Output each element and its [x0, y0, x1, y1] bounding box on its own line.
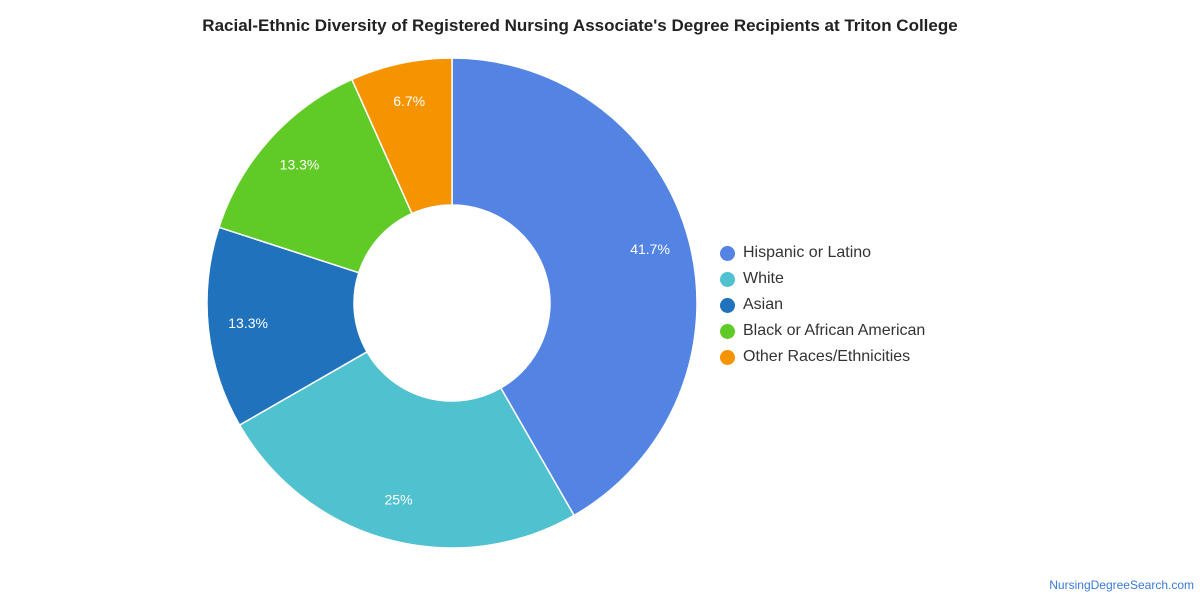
pie-slice-asian[interactable]	[206, 226, 369, 427]
legend-item-black-or-african-american[interactable]: Black or African American	[720, 318, 925, 344]
legend-swatch	[720, 271, 735, 287]
source-credit[interactable]: NursingDegreeSearch.com	[1049, 578, 1194, 592]
legend-swatch	[720, 349, 735, 365]
legend-label: Black or African American	[743, 322, 926, 339]
legend-item-other-races-ethnicities[interactable]: Other Races/Ethnicities	[720, 344, 925, 370]
pie-slice-hispanic-or-latino[interactable]	[451, 57, 698, 517]
legend-label: Asian	[743, 296, 784, 313]
legend-item-hispanic-or-latino[interactable]: Hispanic or Latino	[720, 240, 925, 266]
slice-data-label: 13.3%	[228, 315, 268, 331]
legend-label: Other Races/Ethnicities	[743, 348, 911, 365]
slice-data-label: 25%	[385, 492, 413, 508]
pie-slice-black-or-african-american[interactable]	[218, 78, 413, 274]
slice-data-label: 41.7%	[630, 241, 670, 257]
legend: Hispanic or Latino White Asian Black or …	[720, 240, 925, 370]
legend-item-asian[interactable]: Asian	[720, 292, 925, 318]
legend-swatch	[720, 297, 735, 313]
legend-swatch	[720, 245, 735, 261]
slice-data-label: 13.3%	[280, 157, 320, 173]
legend-item-white[interactable]: White	[720, 266, 925, 292]
legend-label: Hispanic or Latino	[743, 244, 872, 261]
legend-swatch	[720, 323, 735, 339]
chart-title: Racial-Ethnic Diversity of Registered Nu…	[202, 16, 958, 35]
pie-slice-other-races-ethnicities[interactable]	[350, 57, 453, 215]
slice-data-label: 6.7%	[393, 93, 425, 109]
legend-label: White	[743, 270, 784, 287]
pie-slice-white[interactable]	[238, 350, 576, 549]
